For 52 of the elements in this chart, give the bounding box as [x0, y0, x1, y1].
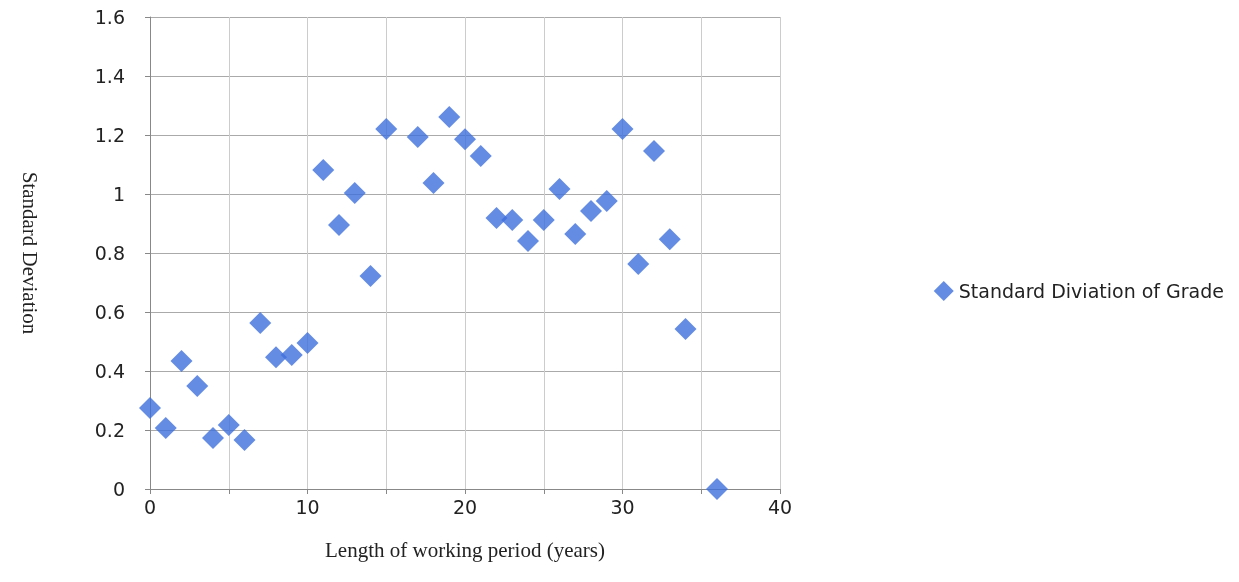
x-tick-label: 0 — [143, 495, 157, 518]
y-tick-label: 0.2 — [94, 419, 125, 441]
point — [312, 159, 335, 182]
y-tick-label: 1.6 — [94, 6, 125, 28]
point — [139, 396, 161, 419]
y-tick-label: 1.2 — [94, 124, 125, 146]
point — [154, 416, 177, 439]
point — [658, 228, 681, 251]
point — [202, 426, 224, 449]
point — [532, 208, 555, 231]
y-tick-label: 1.4 — [94, 65, 125, 87]
y-tick-label: 0.4 — [94, 360, 125, 382]
legend-label: Standard Diviation of Grade — [958, 280, 1225, 302]
point — [469, 144, 492, 167]
y-tick-label: 0.6 — [94, 301, 125, 323]
point — [548, 177, 571, 200]
point — [359, 265, 382, 288]
y-tick-label: 1 — [112, 183, 125, 205]
point — [217, 413, 240, 436]
x-tick-label: 30 — [610, 495, 635, 518]
x-axis-title: Length of working period (years) — [325, 537, 605, 562]
point — [438, 106, 461, 128]
point — [280, 344, 303, 367]
x-tick-label: 20 — [452, 495, 478, 518]
point — [406, 126, 429, 149]
point — [501, 208, 524, 231]
point — [643, 139, 665, 162]
point — [517, 229, 539, 252]
point — [627, 252, 650, 275]
point — [249, 311, 272, 334]
point — [564, 223, 587, 246]
point — [611, 118, 634, 141]
x-tick-label: 10 — [295, 495, 320, 518]
y-axis-title: Standard Deviation — [17, 171, 42, 335]
point — [186, 375, 209, 398]
point — [233, 429, 256, 452]
y-tick-label: 0.8 — [94, 242, 125, 264]
point — [454, 128, 476, 151]
point — [674, 318, 697, 341]
point — [328, 213, 350, 236]
point — [595, 190, 618, 213]
point — [580, 200, 602, 223]
point — [170, 349, 193, 372]
point — [343, 182, 366, 205]
y-tick-label: 0 — [112, 478, 125, 500]
point — [296, 331, 319, 354]
point — [265, 346, 287, 369]
point — [706, 478, 728, 500]
point — [485, 206, 508, 229]
point — [422, 172, 445, 195]
point — [375, 118, 398, 141]
x-tick-label: 40 — [767, 495, 793, 518]
